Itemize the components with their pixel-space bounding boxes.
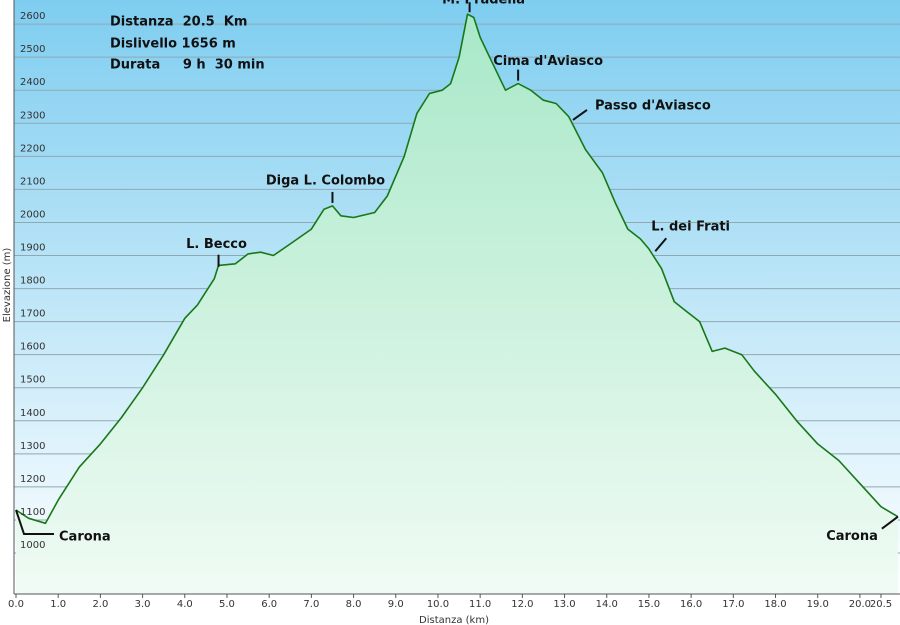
x-tick-label: 1.0: [50, 599, 66, 610]
area-fill: [16, 14, 898, 594]
y-tick-label: 2600: [20, 11, 45, 22]
annotation-label: L. Becco: [186, 237, 247, 252]
y-tick-label: 1300: [20, 441, 45, 452]
y-tick-label: 1900: [20, 243, 45, 254]
y-tick-label: 1700: [20, 309, 45, 320]
x-tick-label: 7.0: [303, 599, 319, 610]
annotation-label: M. Pradella: [442, 0, 525, 8]
annotation-label: Diga L. Colombo: [266, 173, 385, 188]
x-tick-label: 12.0: [511, 599, 533, 610]
annotation-label: Passo d'Aviasco: [595, 98, 711, 113]
y-tick-label: 1000: [20, 540, 45, 551]
annotation-label: L. dei Frati: [651, 220, 730, 235]
x-tick-label: 20.5: [870, 599, 892, 610]
x-tick-label: 8.0: [346, 599, 362, 610]
x-tick-label: 0.0: [8, 599, 24, 610]
y-tick-label: 1800: [20, 276, 45, 287]
x-tick-label: 14.0: [596, 599, 618, 610]
x-tick-label: 16.0: [680, 599, 702, 610]
x-tick-label: 17.0: [722, 599, 744, 610]
x-tick-label: 13.0: [553, 599, 575, 610]
annotation-leader: [881, 515, 899, 530]
y-tick-label: 2200: [20, 143, 45, 154]
info-line: Distanza 20.5 Km: [110, 15, 247, 30]
x-tick-label: 3.0: [135, 599, 151, 610]
y-tick-label: 1100: [20, 507, 45, 518]
info-line: Durata 9 h 30 min: [110, 58, 265, 73]
annotation-leader: [15, 509, 54, 536]
annotation-leader: [572, 109, 588, 121]
x-tick-label: 5.0: [219, 599, 235, 610]
y-tick-label: 2300: [20, 110, 45, 121]
x-tick-label: 6.0: [261, 599, 277, 610]
x-tick-label: 15.0: [638, 599, 660, 610]
y-tick-label: 1600: [20, 342, 45, 353]
x-tick-label: 2.0: [92, 599, 108, 610]
profile-line: [15, 13, 899, 525]
annotation-leader: [654, 237, 668, 252]
annotation-label: Cima d'Aviasco: [493, 54, 603, 69]
plot: [15, 13, 899, 594]
x-tick-label: 9.0: [388, 599, 404, 610]
x-tick-label: 10.0: [427, 599, 449, 610]
x-tick-label: 4.0: [177, 599, 193, 610]
y-tick-label: 1400: [20, 408, 45, 419]
x-tick-label: 19.0: [807, 599, 829, 610]
y-tick-label: 2100: [20, 176, 45, 187]
x-tick-label: 11.0: [469, 599, 491, 610]
y-tick-label: 2000: [20, 209, 45, 220]
y-tick-label: 1500: [20, 375, 45, 386]
y-tick-label: 1200: [20, 474, 45, 485]
annotation-label: Carona: [826, 529, 878, 544]
x-axis-title: Distanza (km): [419, 615, 489, 625]
annotation-label: Carona: [59, 530, 111, 545]
x-tick-label: 20.0: [849, 599, 871, 610]
y-axis-title: Elevazione (m): [2, 248, 13, 323]
y-tick-label: 2500: [20, 44, 45, 55]
info-line: Dislivello 1656 m: [110, 37, 236, 52]
x-tick-label: 18.0: [764, 599, 786, 610]
y-tick-label: 2400: [20, 77, 45, 88]
